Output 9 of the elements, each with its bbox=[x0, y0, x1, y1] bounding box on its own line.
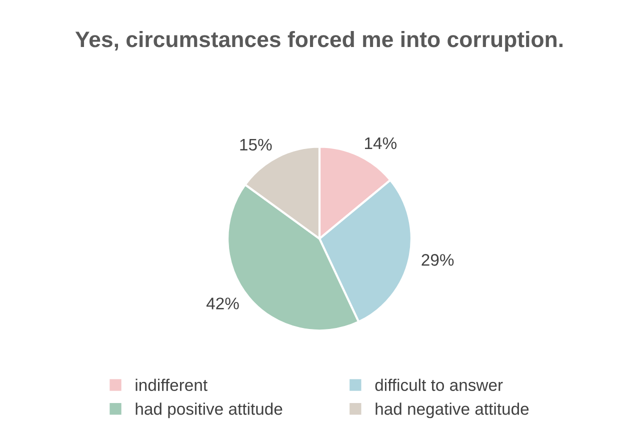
legend-label: indifferent bbox=[136, 378, 208, 391]
data-label: 15% bbox=[240, 138, 272, 151]
legend-label: had negative attitude bbox=[376, 402, 529, 418]
legend-label: difficult to answer bbox=[375, 378, 503, 391]
data-label: 29% bbox=[422, 254, 454, 266]
chart-title: Yes, circumstances forced me into corruption. bbox=[75, 30, 563, 52]
legend-label: had positive attitude bbox=[136, 402, 282, 418]
data-label: 14% bbox=[365, 137, 396, 150]
data-label: 42% bbox=[206, 298, 239, 310]
